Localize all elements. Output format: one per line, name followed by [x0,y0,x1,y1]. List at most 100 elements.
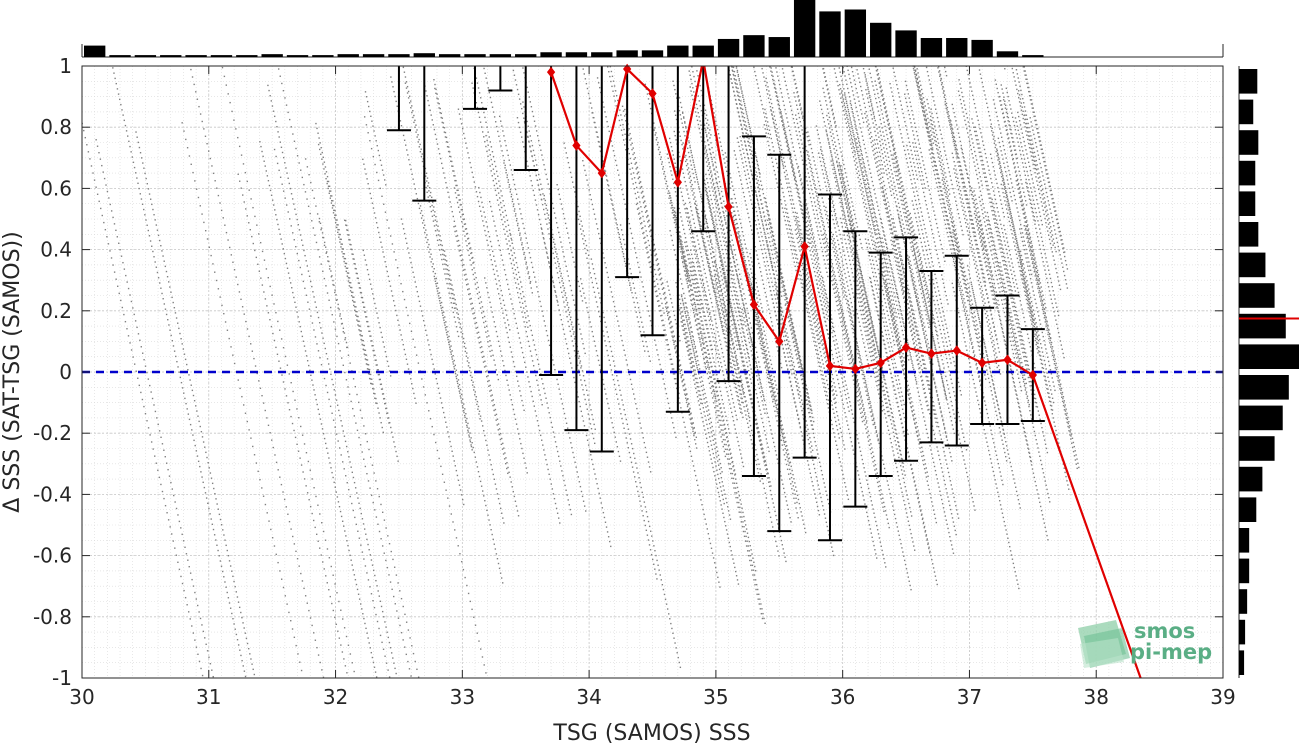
scatter-point [233,119,235,121]
scatter-point [461,208,463,211]
scatter-point [372,569,375,572]
scatter-point [615,441,618,443]
scatter-point [348,234,350,236]
scatter-point [288,408,291,411]
scatter-point [631,178,633,180]
scatter-point [250,658,252,660]
scatter-point [490,259,492,261]
scatter-point [375,140,377,142]
scatter-point [175,317,178,319]
scatter-point [623,238,625,241]
scatter-point [660,368,662,371]
scatter-point [489,340,491,342]
scatter-point [424,167,427,170]
scatter-point [577,218,580,221]
scatter-point [467,592,470,595]
scatter-point [483,67,485,70]
scatter-point [694,171,697,173]
scatter-point [456,474,459,477]
scatter-point [687,279,690,281]
scatter-point [515,287,518,289]
scatter-point [668,192,671,194]
scatter-point [617,398,619,400]
scatter-point [514,188,517,191]
scatter-point [726,192,729,195]
scatter-point [534,369,536,372]
scatter-point [437,295,440,297]
scatter-point [383,519,386,521]
scatter-point [464,416,466,419]
scatter-point [706,366,709,368]
scatter-point [618,236,621,239]
scatter-point [638,176,641,178]
scatter-point [750,559,753,562]
scatter-point [572,345,575,347]
scatter-point [233,362,236,365]
scatter-point [295,213,297,216]
scatter-point [303,478,306,480]
scatter-point [254,249,256,252]
scatter-point [540,373,542,375]
scatter-point [375,359,377,361]
scatter-point [514,282,517,284]
scatter-point [792,492,794,495]
scatter-point [456,382,459,385]
scatter-point [636,256,638,259]
scatter-point [359,507,361,510]
scatter-point [395,574,398,576]
scatter-point [341,357,343,359]
scatter-point [374,354,376,357]
scatter-point [671,627,673,630]
scatter-point [634,292,637,294]
scatter-point [153,256,155,258]
scatter-point [696,479,698,482]
scatter-point [518,385,520,387]
scatter-point [663,312,665,314]
scatter-point [674,431,676,434]
scatter-point [448,335,450,338]
scatter-point [774,535,776,538]
scatter-point [678,392,680,395]
scatter-point [730,468,733,470]
scatter-point [680,375,683,377]
scatter-point [351,248,353,251]
scatter-point [745,405,748,408]
scatter-point [638,196,640,198]
scatter-point [369,330,371,332]
scatter-point [605,116,607,118]
scatter-point [188,565,190,568]
scatter-point [633,187,635,190]
scatter-point [190,384,192,386]
scatter-point [344,257,347,260]
scatter-point [707,533,710,535]
scatter-point [553,497,556,500]
scatter-point [525,261,528,263]
scatter-point [629,227,632,230]
scatter-point [621,188,623,191]
scatter-point [347,280,350,282]
scatter-point [185,553,188,555]
scatter-point [513,210,516,212]
scatter-point [146,371,148,374]
scatter-point [300,169,302,171]
scatter-point [506,461,508,464]
scatter-point [263,259,266,261]
scatter-point [712,385,715,388]
scatter-point [576,471,578,473]
scatter-point [372,349,374,352]
scatter-point [251,350,254,352]
scatter-point [521,107,523,110]
scatter-point [137,377,139,379]
scatter-point [637,412,639,415]
scatter-point [514,317,516,320]
scatter-point [512,69,515,72]
scatter-point [424,324,426,327]
scatter-point [617,169,619,171]
scatter-point [379,159,382,162]
scatter-point [732,477,735,480]
scatter-point [215,539,217,541]
scatter-point [191,625,193,627]
scatter-point [466,352,468,354]
scatter-point [316,311,319,314]
scatter-point [346,540,348,542]
